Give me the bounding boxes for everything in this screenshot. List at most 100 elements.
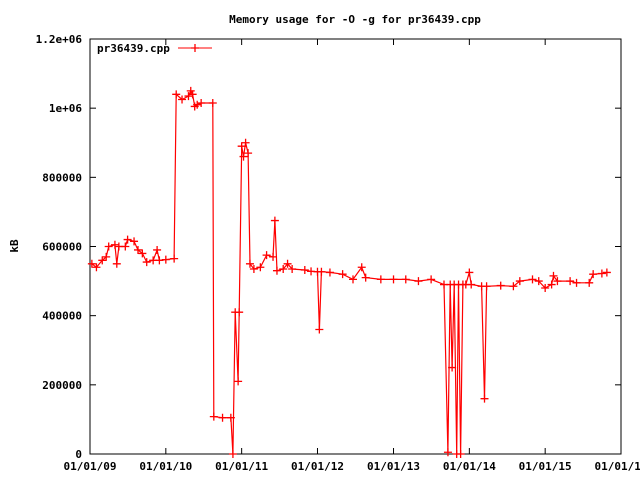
data-point: [92, 263, 101, 272]
data-point: [138, 249, 147, 258]
data-point: [218, 413, 227, 422]
x-tick-label: 01/01/10: [139, 460, 192, 473]
data-point: [130, 237, 139, 246]
y-tick-label: 1e+06: [49, 102, 82, 115]
data-point: [549, 271, 558, 280]
legend: pr36439.cpp: [97, 42, 212, 55]
data-point: [482, 282, 491, 291]
data-point: [528, 275, 537, 284]
data-point: [188, 90, 197, 99]
y-axis-label: kB: [8, 239, 21, 253]
y-tick-label: 600000: [42, 241, 82, 254]
data-point: [112, 259, 121, 268]
data-point: [541, 284, 550, 292]
data-point: [209, 412, 218, 421]
legend-label: pr36439.cpp: [97, 42, 170, 55]
data-point: [155, 256, 164, 265]
data-point: [553, 277, 562, 286]
data-point: [170, 254, 179, 263]
data-point: [172, 90, 181, 99]
data-point: [547, 280, 556, 289]
legend-plus-marker: [191, 44, 199, 52]
data-point: [241, 138, 250, 147]
x-axis-ticks: 01/01/09 01/01/10 01/01/11 01/01/12 01/01/13…: [64, 39, 640, 473]
x-tick-label: 01/01/12: [291, 460, 344, 473]
data-point: [142, 258, 151, 267]
data-point: [572, 278, 581, 287]
data-point: [193, 100, 202, 109]
x-tick-label: 01/01/09: [64, 460, 117, 473]
data-point: [427, 275, 436, 284]
data-point: [401, 275, 410, 284]
data-point: [153, 245, 162, 254]
x-tick-label: 01/01/14: [443, 460, 496, 473]
data-point: [110, 240, 119, 249]
data-point: [228, 450, 237, 458]
data-point: [509, 282, 518, 291]
data-point: [226, 413, 235, 422]
y-tick-label: 1.2e+06: [36, 33, 83, 46]
y-tick-label: 0: [75, 448, 82, 461]
data-point: [87, 259, 96, 268]
data-point: [349, 275, 358, 284]
data-point: [465, 268, 474, 277]
x-tick-label: 01/01/16: [595, 460, 640, 473]
data-point: [269, 252, 278, 261]
data-point: [133, 245, 142, 254]
data-point: [480, 394, 489, 403]
data-point: [456, 450, 465, 458]
data-point: [288, 264, 297, 273]
y-tick-label: 400000: [42, 310, 82, 323]
data-point: [515, 277, 524, 286]
data-point: [279, 264, 288, 273]
data-point: [602, 268, 611, 277]
y-tick-label: 800000: [42, 171, 82, 184]
data-point: [197, 98, 206, 107]
data-point: [338, 270, 347, 279]
plot-frame: [89, 38, 622, 455]
series-layer: [87, 86, 611, 458]
data-point: [389, 275, 398, 284]
chart-title: Memory usage for -O -g for pr36439.cpp: [229, 13, 481, 26]
data-point: [566, 277, 575, 286]
data-point: [121, 242, 130, 251]
data-point: [123, 235, 132, 244]
data-point: [186, 86, 195, 95]
x-tick-label: 01/01/15: [519, 460, 572, 473]
data-point: [448, 363, 457, 372]
data-point: [585, 278, 594, 287]
data-point: [317, 267, 326, 276]
data-point: [325, 268, 334, 277]
data-point: [245, 259, 254, 268]
data-point: [597, 269, 606, 278]
data-point: [443, 448, 452, 457]
data-point: [361, 273, 370, 282]
data-point: [161, 255, 170, 264]
data-point: [239, 152, 248, 161]
legend-marker: [191, 44, 199, 52]
data-point: [178, 95, 187, 104]
y-axis-ticks: 0 200000 400000 600000 800000 1e+06 1.2e+06: [36, 33, 621, 461]
series-line: [91, 89, 608, 455]
data-point: [270, 216, 279, 225]
data-point: [249, 264, 258, 273]
data-point: [534, 277, 543, 286]
x-tick-label: 01/01/13: [367, 460, 420, 473]
data-point: [102, 252, 111, 261]
data-point: [357, 263, 366, 272]
data-point: [244, 149, 253, 158]
data-point: [467, 280, 476, 289]
y-tick-label: 200000: [42, 379, 82, 392]
data-point: [300, 266, 309, 275]
data-point: [414, 277, 423, 286]
data-point: [256, 263, 265, 272]
data-point: [272, 266, 281, 275]
data-point: [208, 98, 217, 107]
data-point: [589, 270, 598, 279]
data-point: [98, 256, 107, 265]
data-point: [496, 281, 505, 290]
data-point: [262, 251, 271, 260]
data-point: [235, 308, 244, 317]
data-point: [234, 377, 243, 386]
